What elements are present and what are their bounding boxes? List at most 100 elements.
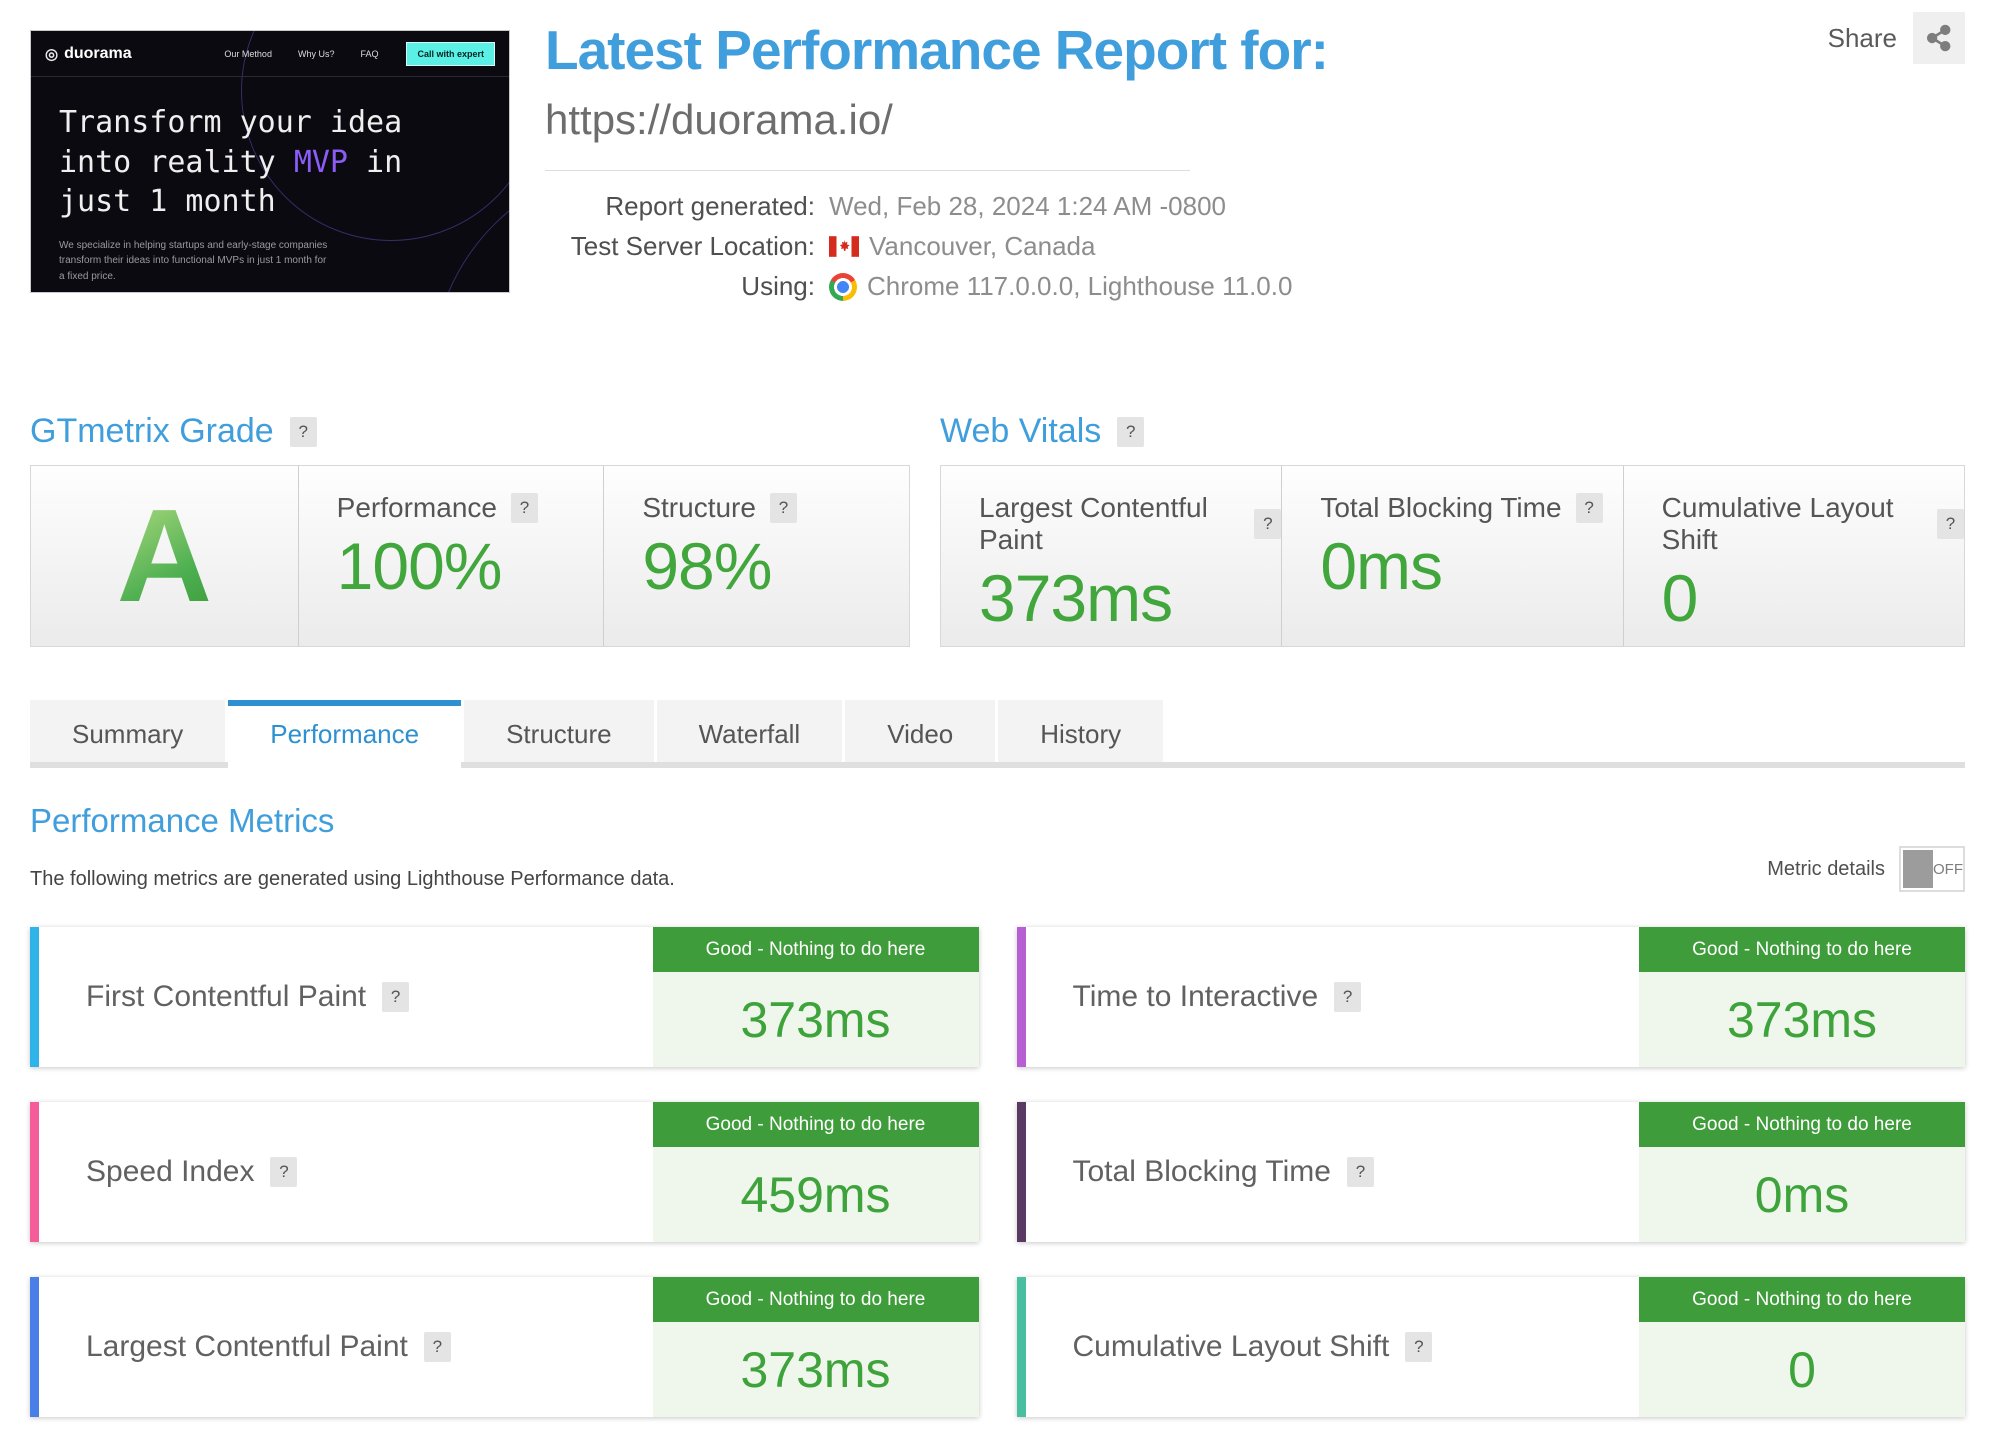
tab-performance[interactable]: Performance <box>228 700 462 768</box>
help-icon[interactable]: ? <box>382 982 410 1012</box>
accent-bar <box>30 1277 39 1417</box>
performance-metrics-section: Performance Metrics The following metric… <box>30 802 1965 1417</box>
structure-score-cell: Structure ? 98% <box>603 466 909 646</box>
duorama-logo: ◎ duorama <box>45 45 132 63</box>
thumbnail-headline: Transform your idea into reality MVP in … <box>59 103 481 222</box>
metric-value: 373ms <box>652 1322 979 1417</box>
metric-status: Good - Nothing to do here <box>652 1277 979 1322</box>
metric-card-total-blocking-time: Total Blocking Time ? Good - Nothing to … <box>1016 1102 1965 1242</box>
metric-value-panel: Good - Nothing to do here 373ms <box>1639 927 1965 1067</box>
lcp-vital-cell: Largest Contentful Paint ? 373ms <box>941 466 1282 646</box>
metric-value-panel: Good - Nothing to do here 459ms <box>652 1102 979 1242</box>
structure-score-value: 98% <box>642 529 772 603</box>
thumbnail-navbar: ◎ duorama Our Method Why Us? FAQ Call wi… <box>31 31 509 77</box>
help-icon[interactable]: ? <box>510 493 538 523</box>
gtmetrix-grade-block: GTmetrix Grade ? A Performance ? 100% St… <box>30 412 910 647</box>
metric-value: 373ms <box>1639 972 1965 1067</box>
accent-bar <box>1016 1102 1026 1242</box>
toggle-state-text: OFF <box>1933 860 1963 878</box>
accent-bar <box>1016 927 1026 1067</box>
test-server-location-label: Test Server Location: <box>570 231 815 261</box>
report-info: Report generated: Wed, Feb 28, 2024 1:24… <box>545 191 1805 302</box>
grade-letter: A <box>116 482 212 629</box>
metric-status: Good - Nothing to do here <box>652 1102 979 1147</box>
thumbnail-mvp-highlight: MVP <box>293 144 348 180</box>
tab-waterfall[interactable]: Waterfall <box>656 700 843 762</box>
toggle-knob <box>1903 850 1933 888</box>
duorama-logo-text: duorama <box>64 44 132 62</box>
report-tabs: Summary Performance Structure Waterfall … <box>30 700 1965 768</box>
report-generated-row: Report generated: Wed, Feb 28, 2024 1:24… <box>545 191 1805 222</box>
gtmetrix-grade-heading: GTmetrix Grade <box>30 412 274 450</box>
cls-vital-value: 0 <box>1661 561 1699 635</box>
page-title: Latest Performance Report for: <box>545 19 1329 81</box>
metric-label: Time to Interactive <box>1072 980 1319 1013</box>
help-icon[interactable]: ? <box>769 493 797 523</box>
lcp-vital-value: 373ms <box>979 561 1173 635</box>
chrome-icon <box>829 272 857 301</box>
scores-section: GTmetrix Grade ? A Performance ? 100% St… <box>30 412 1965 647</box>
using-value: Chrome 117.0.0.0, Lighthouse 11.0.0 <box>829 271 1292 302</box>
report-generated-value: Wed, Feb 28, 2024 1:24 AM -0800 <box>829 191 1227 221</box>
accent-bar <box>1016 1277 1026 1417</box>
share-label: Share <box>1827 22 1897 53</box>
share-icon <box>1926 24 1951 52</box>
thumbnail-nav-item: Why Us? <box>297 48 335 59</box>
metric-cards-grid: First Contentful Paint ? Good - Nothing … <box>30 927 1965 1417</box>
thumbnail-nav-links: Our Method Why Us? FAQ <box>224 49 378 59</box>
metric-details-toggle[interactable]: OFF <box>1899 846 1965 892</box>
metric-label: Total Blocking Time <box>1072 1155 1331 1188</box>
thumbnail-body-text: We specialize in helping startups and ea… <box>59 239 328 282</box>
metric-value: 373ms <box>652 972 979 1067</box>
header-divider <box>545 170 1190 171</box>
help-icon[interactable]: ? <box>1334 982 1362 1012</box>
test-server-location-row: Test Server Location: Vancouver, Canada <box>545 231 1805 262</box>
share-button[interactable] <box>1913 12 1965 64</box>
help-icon[interactable]: ? <box>1117 416 1145 447</box>
help-icon[interactable]: ? <box>1936 509 1964 539</box>
tab-history[interactable]: History <box>998 700 1164 762</box>
web-vitals-card: Largest Contentful Paint ? 373ms Total B… <box>940 465 1965 647</box>
tbt-vital-label: Total Blocking Time <box>1320 492 1562 523</box>
help-icon[interactable]: ? <box>1254 509 1282 539</box>
report-url: https://duorama.io/ <box>545 96 893 143</box>
metric-status: Good - Nothing to do here <box>1639 1277 1965 1322</box>
metric-details-label: Metric details <box>1767 857 1885 880</box>
site-screenshot-thumbnail: ◎ duorama Our Method Why Us? FAQ Call wi… <box>30 30 510 293</box>
metric-value: 459ms <box>652 1147 979 1242</box>
tab-summary[interactable]: Summary <box>30 700 226 762</box>
grade-letter-cell: A <box>31 466 298 646</box>
help-icon[interactable]: ? <box>270 1157 298 1187</box>
thumbnail-headline-line3: just 1 month <box>59 184 276 220</box>
tab-structure[interactable]: Structure <box>464 700 654 762</box>
performance-metrics-subtitle: The following metrics are generated usin… <box>30 868 675 890</box>
accent-bar <box>30 1102 39 1242</box>
metric-label: Speed Index <box>86 1155 255 1188</box>
help-icon[interactable]: ? <box>1405 1332 1433 1362</box>
help-icon[interactable]: ? <box>423 1332 451 1362</box>
tbt-vital-cell: Total Blocking Time ? 0ms <box>1281 466 1622 646</box>
canada-flag-icon <box>829 236 859 257</box>
report-generated-label: Report generated: <box>605 191 815 221</box>
help-icon[interactable]: ? <box>289 416 317 447</box>
metric-status: Good - Nothing to do here <box>652 927 979 972</box>
thumbnail-hero: Transform your idea into reality MVP in … <box>31 77 509 292</box>
metric-label: Largest Contentful Paint <box>86 1330 408 1363</box>
metric-card-cumulative-layout-shift: Cumulative Layout Shift ? Good - Nothing… <box>1016 1277 1965 1417</box>
help-icon[interactable]: ? <box>1346 1157 1374 1187</box>
cls-vital-cell: Cumulative Layout Shift ? 0 <box>1622 466 1964 646</box>
thumbnail-nav-item: FAQ <box>360 48 379 59</box>
web-vitals-heading: Web Vitals <box>940 412 1102 450</box>
test-server-location-value: Vancouver, Canada <box>829 231 1095 262</box>
metric-card-time-to-interactive: Time to Interactive ? Good - Nothing to … <box>1016 927 1965 1067</box>
accent-bar <box>30 927 39 1067</box>
thumbnail-nav-item: Our Method <box>224 48 272 59</box>
tab-video[interactable]: Video <box>845 700 996 762</box>
thumbnail-cta-button: Call with expert <box>406 41 495 66</box>
metric-value-panel: Good - Nothing to do here 373ms <box>652 1277 979 1417</box>
help-icon[interactable]: ? <box>1575 493 1603 523</box>
performance-score-label: Performance <box>336 492 497 523</box>
using-label: Using: <box>741 271 815 301</box>
using-row: Using: Chrome 117.0.0.0, Lighthouse 11.0… <box>545 271 1805 302</box>
